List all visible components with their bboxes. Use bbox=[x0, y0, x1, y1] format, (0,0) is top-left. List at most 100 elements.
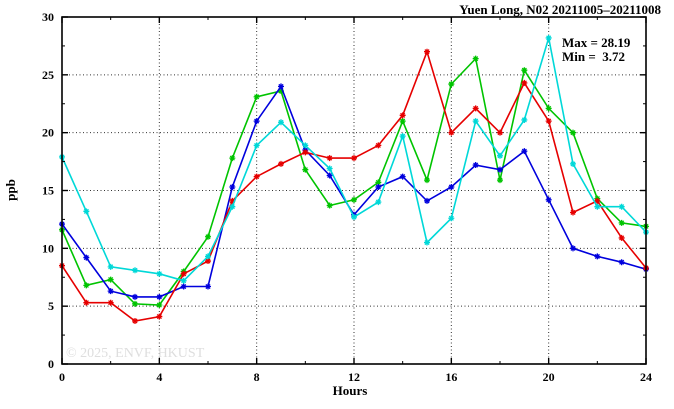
x-tick-label: 4 bbox=[156, 370, 162, 384]
y-tick-label: 25 bbox=[42, 68, 54, 82]
data-point-marker bbox=[180, 270, 187, 277]
data-point-marker bbox=[253, 142, 260, 149]
data-point-marker bbox=[375, 142, 382, 149]
data-point-marker bbox=[302, 142, 309, 149]
data-point-marker bbox=[448, 129, 455, 136]
data-point-marker bbox=[472, 118, 479, 125]
data-point-marker bbox=[229, 203, 236, 210]
data-point-marker bbox=[448, 184, 455, 191]
data-point-marker bbox=[351, 214, 357, 221]
data-point-marker bbox=[253, 173, 260, 180]
data-point-marker bbox=[351, 196, 357, 203]
data-point-marker bbox=[132, 300, 138, 307]
data-point-marker bbox=[424, 197, 430, 204]
data-point-marker bbox=[448, 81, 455, 88]
data-point-marker bbox=[132, 317, 138, 324]
y-tick-label: 30 bbox=[42, 10, 54, 24]
data-point-marker bbox=[278, 160, 284, 167]
data-point-marker bbox=[594, 197, 601, 204]
data-point-marker bbox=[302, 166, 309, 173]
data-point-marker bbox=[570, 129, 576, 136]
y-tick-label: 5 bbox=[48, 299, 54, 313]
data-point-marker bbox=[472, 162, 479, 169]
data-point-marker bbox=[618, 234, 625, 241]
y-axis-label: ppb bbox=[3, 179, 18, 201]
data-point-marker bbox=[545, 118, 552, 125]
data-point-marker bbox=[83, 282, 90, 289]
data-point-marker bbox=[618, 259, 625, 266]
data-point-marker bbox=[570, 160, 576, 167]
data-series bbox=[59, 34, 649, 324]
tick-labels: 0 4 8 12 16 20 24 0 5 10 15 20 25 30 bbox=[42, 10, 652, 384]
axis-ticks bbox=[61, 16, 647, 365]
data-point-marker bbox=[253, 93, 260, 100]
green-series bbox=[59, 55, 649, 309]
data-point-marker bbox=[180, 277, 187, 284]
data-point-marker bbox=[424, 239, 430, 246]
data-point-marker bbox=[107, 288, 114, 295]
data-point-marker bbox=[326, 202, 333, 209]
x-axis-label: Hours bbox=[333, 383, 368, 398]
data-point-marker bbox=[618, 203, 625, 210]
max-annotation: Max = 28.19 bbox=[562, 35, 631, 50]
y-tick-label: 10 bbox=[42, 241, 54, 255]
data-point-marker bbox=[424, 177, 430, 184]
data-point-marker bbox=[399, 173, 406, 180]
x-tick-label: 16 bbox=[445, 370, 457, 384]
data-point-marker bbox=[448, 215, 455, 222]
data-point-marker bbox=[156, 293, 163, 300]
data-point-marker bbox=[545, 105, 552, 112]
data-point-marker bbox=[278, 83, 284, 90]
data-point-marker bbox=[399, 112, 406, 119]
data-point-marker bbox=[472, 55, 479, 62]
data-point-marker bbox=[399, 133, 406, 140]
data-point-marker bbox=[351, 155, 357, 162]
data-point-marker bbox=[156, 313, 163, 320]
data-point-marker bbox=[570, 245, 576, 252]
data-point-marker bbox=[156, 302, 163, 309]
data-point-marker bbox=[205, 253, 211, 260]
gridlines bbox=[62, 17, 646, 364]
x-tick-label: 8 bbox=[254, 370, 260, 384]
data-point-marker bbox=[497, 152, 503, 159]
data-point-marker bbox=[497, 177, 503, 184]
data-point-marker bbox=[594, 253, 601, 260]
data-point-marker bbox=[229, 197, 236, 204]
data-point-marker bbox=[302, 149, 309, 156]
data-point-marker bbox=[521, 67, 528, 74]
data-point-marker bbox=[375, 199, 382, 206]
data-point-marker bbox=[326, 165, 333, 172]
data-point-marker bbox=[107, 263, 114, 270]
x-tick-label: 0 bbox=[59, 370, 65, 384]
data-point-marker bbox=[253, 118, 260, 125]
data-point-marker bbox=[618, 219, 625, 226]
data-point-marker bbox=[521, 148, 528, 155]
red-series bbox=[59, 48, 649, 324]
data-point-marker bbox=[83, 299, 90, 306]
data-point-marker bbox=[497, 129, 503, 136]
data-point-marker bbox=[326, 155, 333, 162]
data-point-marker bbox=[521, 116, 528, 123]
data-point-marker bbox=[545, 196, 552, 203]
data-point-marker bbox=[83, 254, 90, 261]
data-point-marker bbox=[375, 184, 382, 191]
data-point-marker bbox=[399, 118, 406, 125]
watermark: © 2025, ENVF, HKUST bbox=[66, 346, 205, 361]
data-point-marker bbox=[229, 184, 236, 191]
data-point-marker bbox=[278, 119, 284, 126]
data-point-marker bbox=[594, 203, 601, 210]
data-point-marker bbox=[205, 283, 211, 290]
data-point-marker bbox=[83, 208, 90, 215]
data-point-marker bbox=[545, 34, 552, 41]
min-annotation: Min = 3.72 bbox=[562, 49, 625, 64]
data-point-marker bbox=[156, 270, 163, 277]
data-point-marker bbox=[229, 155, 236, 162]
x-tick-label: 12 bbox=[348, 370, 360, 384]
chart-title: Yuen Long, N02 20211005–20211008 bbox=[459, 2, 661, 17]
data-point-marker bbox=[107, 276, 114, 283]
data-point-marker bbox=[205, 258, 211, 265]
x-tick-label: 24 bbox=[640, 370, 652, 384]
data-point-marker bbox=[180, 283, 187, 290]
